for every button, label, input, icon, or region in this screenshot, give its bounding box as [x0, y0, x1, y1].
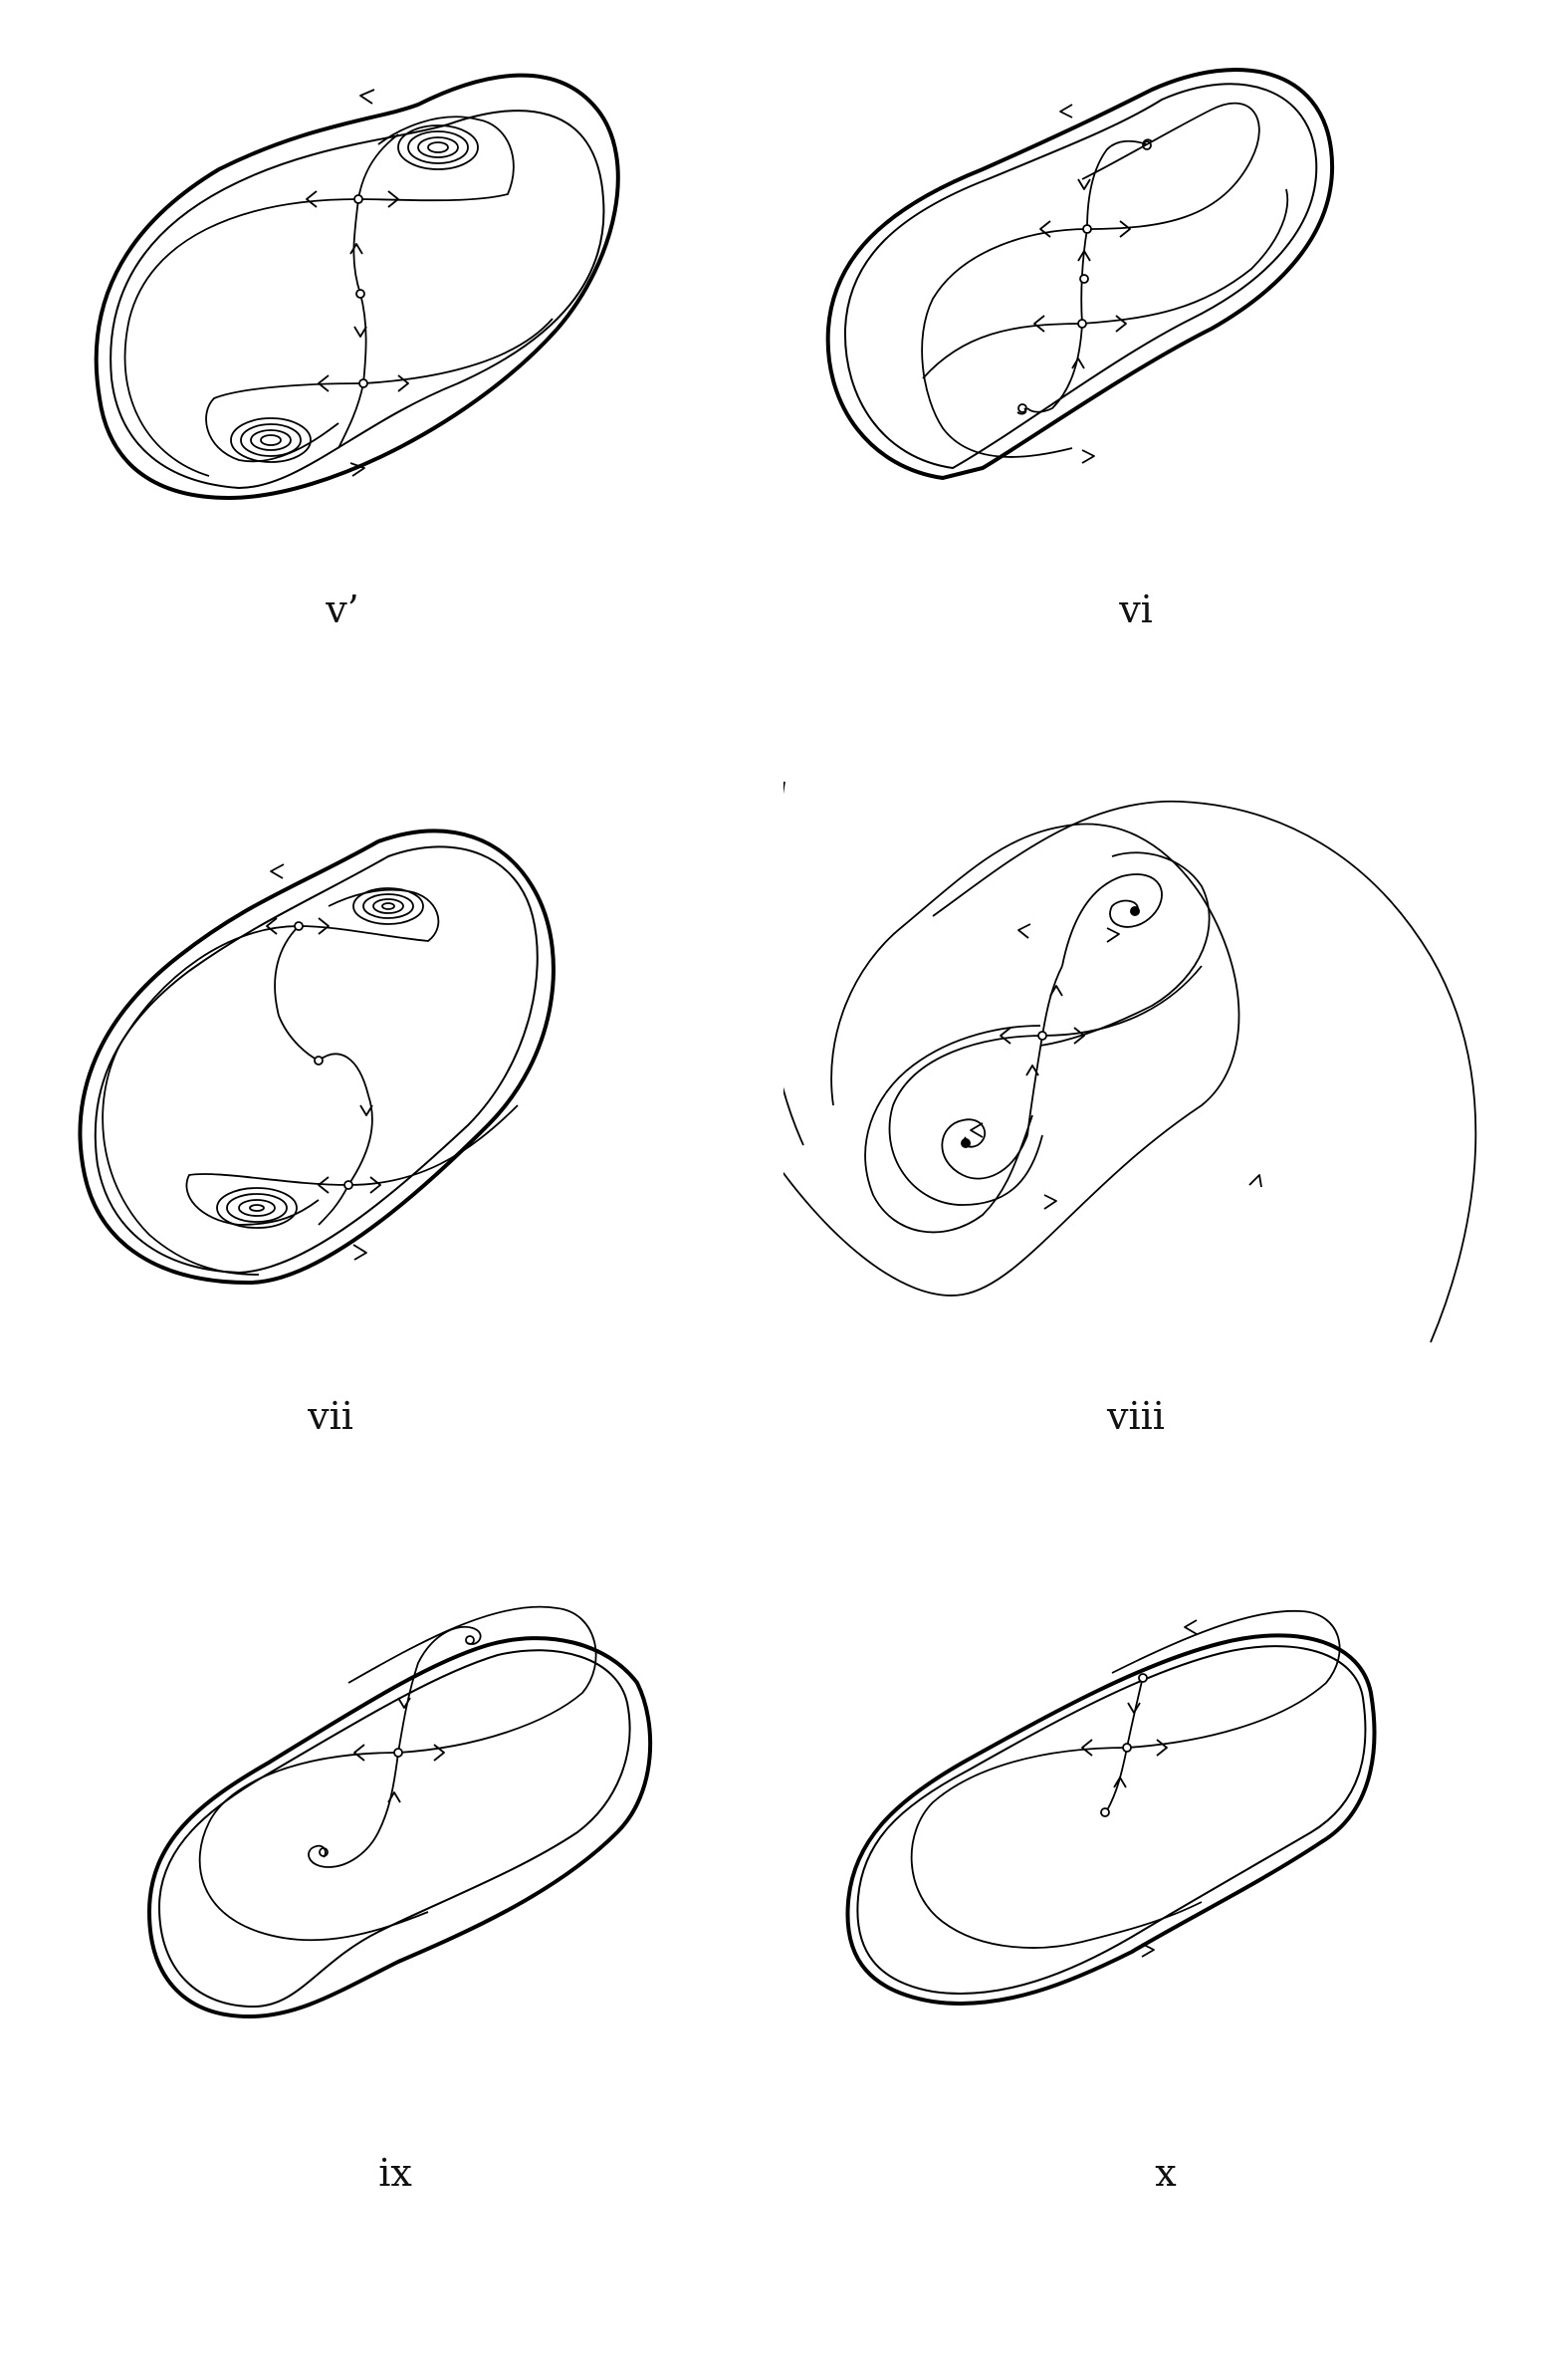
phase-portrait-viii	[784, 781, 1477, 1343]
panel-vii: vii	[0, 777, 784, 1474]
panel-label: viii	[1107, 1394, 1165, 1438]
panel-label: vi	[1119, 588, 1153, 631]
panel-x: x	[784, 1553, 1568, 2251]
panel-ix: ix	[0, 1553, 784, 2251]
panel-viii: viii	[784, 777, 1568, 1474]
panel-label: vii	[308, 1394, 353, 1438]
phase-portrait-ix	[146, 1605, 653, 2019]
panel-vi: vi	[784, 0, 1568, 657]
phase-portrait-v-prime	[94, 73, 620, 501]
panel-label: x	[1155, 2151, 1177, 2195]
panel-v-prime: v’	[0, 0, 784, 657]
panel-label: v’	[326, 588, 359, 631]
phase-portrait-vii	[78, 829, 556, 1286]
phase-portrait-vi	[825, 68, 1335, 481]
panel-label: ix	[378, 2151, 412, 2195]
phase-portrait-x	[845, 1609, 1377, 2006]
